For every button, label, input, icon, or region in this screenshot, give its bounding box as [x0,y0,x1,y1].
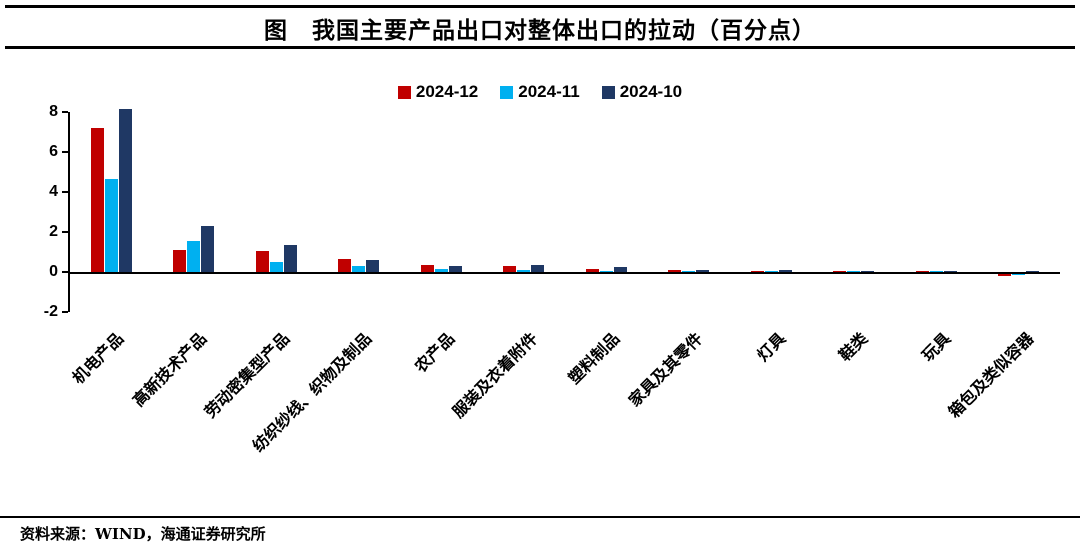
legend-item-2024-10: 2024-10 [601,82,683,102]
bar-2024-11 [764,271,778,272]
bar-2024-10 [448,266,462,272]
y-tick-mark [62,191,68,193]
y-tick-label: 0 [49,263,58,280]
title-underline-rule [5,46,1075,49]
bar-2024-12 [585,269,599,272]
bar-2024-11 [847,271,861,272]
footer-rule [0,516,1080,518]
bar-2024-12 [750,271,764,272]
bar-2024-11 [682,271,696,272]
y-tick-label: 2 [49,223,58,240]
y-tick-mark [62,271,68,273]
x-label-cell: 高新技术产品 [129,320,236,510]
y-tick-label: 8 [49,103,58,120]
bar-group [648,112,731,312]
x-label-cell: 纺织纱线、织物及制品 [249,320,401,510]
source-note: 资料来源：WIND，海通证券研究所 [20,525,266,543]
x-label-cell: 家具及其零件 [625,320,732,510]
x-axis-label: 农产品 [410,328,459,377]
x-label-cell: 塑料制品 [565,320,649,510]
bar-2024-11 [929,271,943,272]
y-tick-mark [62,111,68,113]
bar-group [235,112,318,312]
bar-group [70,109,153,312]
legend-item-2024-12: 2024-12 [397,82,479,102]
bar-group [978,112,1061,312]
x-axis-label: 玩具 [918,328,955,365]
bar-2024-12 [173,250,187,272]
bar-group [730,112,813,312]
bar-2024-10 [118,109,132,272]
bar-group [813,112,896,312]
bar-group [153,112,236,312]
legend-swatch-icon [500,85,514,99]
legend-swatch-icon [601,85,615,99]
bar-2024-12 [503,266,517,272]
y-tick-mark [62,231,68,233]
x-axis-label: 塑料制品 [564,328,624,388]
bar-2024-12 [915,271,929,272]
bar-2024-12 [668,270,682,272]
x-label-cell: 农产品 [401,320,484,510]
bar-2024-11 [352,266,366,272]
bar-2024-10 [1026,271,1040,272]
bar-2024-10 [943,271,957,272]
bar-2024-10 [283,245,297,272]
bar-2024-11 [434,269,448,272]
y-tick-mark [62,311,68,313]
x-label-cell: 机电产品 [69,320,153,510]
bar-2024-10 [201,226,215,272]
x-axis-label: 灯具 [752,328,789,365]
bar-2024-10 [531,265,545,272]
bar-2024-10 [696,270,710,272]
bar-2024-11 [269,262,283,272]
x-axis-label: 机电产品 [68,328,128,388]
bar-2024-12 [420,265,434,272]
bar-2024-11 [599,271,613,272]
bar-2024-12 [255,251,269,272]
x-label-cell: 服装及衣着附件 [448,320,566,510]
bar-2024-12 [998,274,1012,276]
bar-group [483,112,566,312]
top-rule [5,5,1075,8]
bar-group [895,112,978,312]
legend-label: 2024-12 [415,82,479,101]
legend: 2024-12 2024-11 2024-10 [0,82,1080,102]
bar-2024-10 [366,260,380,272]
legend-item-2024-11: 2024-11 [500,82,580,102]
bar-2024-11 [187,241,201,272]
x-label-cell: 玩具 [897,320,980,510]
legend-label: 2024-10 [619,82,683,101]
y-tick-label: 6 [49,143,58,160]
x-axis-zero-line [68,272,1060,274]
y-tick-label: 4 [49,183,58,200]
bar-2024-11 [1012,274,1026,275]
x-axis-labels: 机电产品 高新技术产品 劳动密集型产品 纺织纱线、织物及制品 农产品 服装及衣着附件 塑料制… [69,320,1062,510]
bar-2024-11 [104,179,118,272]
bar-group [400,112,483,312]
bar-2024-12 [338,259,352,272]
y-tick-mark [62,151,68,153]
bar-2024-10 [613,267,627,272]
bar-2024-12 [833,271,847,272]
bar-2024-10 [861,271,875,272]
x-label-cell: 灯具 [731,320,814,510]
plot-area: 8 6 4 2 0 -2 [44,103,1061,320]
bar-groups [70,109,1061,312]
x-label-cell: 鞋类 [814,320,897,510]
bar-group [565,112,648,312]
bar-group [318,112,401,312]
y-tick-label: -2 [43,303,58,320]
bar-2024-11 [517,270,531,272]
legend-swatch-icon [397,85,411,99]
legend-label: 2024-11 [518,82,580,101]
y-axis [68,112,70,312]
bar-2024-10 [778,270,792,272]
x-axis-label: 鞋类 [835,328,872,365]
bar-2024-12 [90,128,104,272]
chart-title: 图 我国主要产品出口对整体出口的拉动（百分点） [264,17,816,44]
x-label-cell: 箱包及类似容器 [944,320,1062,510]
